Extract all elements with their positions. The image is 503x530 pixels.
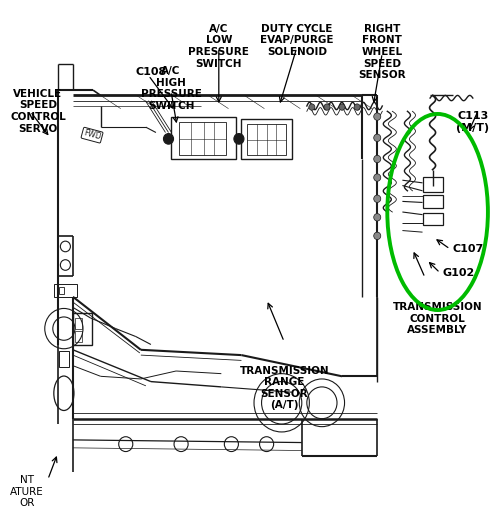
Text: A/C
HIGH
PRESSURE
SWITCH: A/C HIGH PRESSURE SWITCH <box>140 66 202 111</box>
Bar <box>59 287 64 294</box>
Bar <box>171 117 236 159</box>
Circle shape <box>374 113 381 120</box>
Circle shape <box>339 104 345 110</box>
Circle shape <box>374 155 381 163</box>
Text: A/C
LOW
PRESSURE
SWITCH: A/C LOW PRESSURE SWITCH <box>188 24 249 69</box>
Bar <box>59 351 69 367</box>
Bar <box>54 284 77 297</box>
Text: TRANSMISSION
RANGE
SENSOR
(A/T): TRANSMISSION RANGE SENSOR (A/T) <box>239 366 329 411</box>
Circle shape <box>374 134 381 142</box>
Text: G102: G102 <box>443 268 475 278</box>
Bar <box>423 195 443 208</box>
Text: RIGHT
FRONT
WHEEL
SPEED
SENSOR: RIGHT FRONT WHEEL SPEED SENSOR <box>359 24 406 80</box>
Text: FWD: FWD <box>82 128 102 142</box>
Circle shape <box>374 232 381 240</box>
Bar <box>423 213 443 225</box>
Circle shape <box>374 195 381 202</box>
Text: NT
ATURE
OR: NT ATURE OR <box>10 475 44 508</box>
Circle shape <box>374 214 381 221</box>
Bar <box>423 177 443 192</box>
Text: TRANSMISSION
CONTROL
ASSEMBLY: TRANSMISSION CONTROL ASSEMBLY <box>393 302 482 335</box>
Bar <box>75 331 82 342</box>
Bar <box>241 119 292 159</box>
Circle shape <box>163 134 174 144</box>
Bar <box>247 124 286 155</box>
Circle shape <box>354 104 360 110</box>
Text: C113
(M/T): C113 (M/T) <box>456 111 489 133</box>
Bar <box>73 313 92 344</box>
Text: DUTY CYCLE
EVAP/PURGE
SOLENOID: DUTY CYCLE EVAP/PURGE SOLENOID <box>260 24 333 57</box>
Text: C107: C107 <box>453 244 484 254</box>
Bar <box>179 122 226 155</box>
Circle shape <box>309 104 315 110</box>
Circle shape <box>374 174 381 181</box>
Bar <box>75 318 82 329</box>
Text: C108: C108 <box>136 67 167 76</box>
Circle shape <box>234 134 244 144</box>
Circle shape <box>324 104 330 110</box>
Text: VEHICLE
SPEED
CONTROL
SERVO: VEHICLE SPEED CONTROL SERVO <box>10 89 66 134</box>
